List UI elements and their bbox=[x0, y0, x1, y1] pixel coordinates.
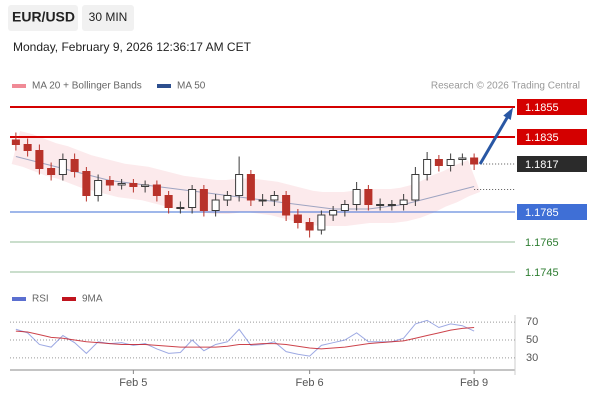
candle-body bbox=[105, 180, 114, 186]
candle-body bbox=[176, 207, 185, 209]
candle-body bbox=[470, 157, 479, 165]
candle-body bbox=[305, 222, 314, 231]
candle-body bbox=[152, 184, 161, 196]
candle-body bbox=[376, 204, 385, 206]
legend-swatch bbox=[12, 84, 26, 88]
candle-body bbox=[293, 214, 302, 223]
legend-swatch bbox=[62, 297, 76, 301]
level-badge bbox=[517, 129, 587, 145]
candle-body bbox=[117, 183, 126, 186]
x-tick-label: Feb 5 bbox=[119, 377, 147, 389]
candle-body bbox=[70, 159, 79, 172]
level-label: 1.1835 bbox=[525, 132, 559, 144]
candle-body bbox=[94, 180, 103, 196]
candle-body bbox=[82, 171, 91, 196]
datetime: Monday, February 9, 2026 12:36:17 AM CET bbox=[13, 40, 252, 54]
candle-body bbox=[411, 174, 420, 201]
forecast-arrow-head bbox=[503, 107, 514, 120]
legend-label: MA 20 + Bollinger Bands bbox=[32, 81, 142, 92]
candle-body bbox=[246, 174, 255, 201]
candle-body bbox=[352, 189, 361, 205]
level-label: 1.1855 bbox=[525, 102, 559, 114]
candle-body bbox=[364, 189, 373, 205]
candle-body bbox=[141, 184, 150, 187]
x-tick-label: Feb 9 bbox=[460, 377, 488, 389]
candle-body bbox=[434, 159, 443, 166]
symbol-badge bbox=[8, 5, 78, 31]
candle-body bbox=[270, 195, 279, 201]
last-price-label: 1.1817 bbox=[525, 159, 559, 171]
level-label: 1.1785 bbox=[525, 207, 559, 219]
symbol: EUR/USD bbox=[12, 9, 75, 25]
copyright: Research © 2026 Trading Central bbox=[431, 81, 580, 92]
candle-body bbox=[387, 204, 396, 206]
candle-body bbox=[446, 159, 455, 166]
legend-swatch bbox=[12, 297, 26, 301]
candle-body bbox=[35, 150, 44, 169]
rsi-tick-label: 50 bbox=[526, 334, 538, 346]
level-badge bbox=[517, 204, 587, 220]
candle-body bbox=[188, 189, 197, 208]
interval-badge bbox=[82, 5, 134, 31]
candle-body bbox=[235, 174, 244, 196]
candle-body bbox=[340, 204, 349, 211]
rsi-line bbox=[15, 319, 475, 357]
candle-body bbox=[317, 214, 326, 231]
rsi-line bbox=[15, 327, 475, 350]
level-label: 1.1745 bbox=[525, 267, 559, 279]
ma50-line bbox=[15, 156, 475, 210]
candle-body bbox=[23, 144, 32, 151]
candle-body bbox=[458, 157, 467, 160]
candle-body bbox=[423, 159, 432, 175]
legend-label: 9MA bbox=[82, 294, 103, 305]
legend-label: MA 50 bbox=[177, 81, 206, 92]
candle-body bbox=[58, 159, 67, 175]
candle-body bbox=[258, 199, 267, 202]
last-price-badge bbox=[517, 156, 587, 172]
legend-label: RSI bbox=[32, 294, 49, 305]
candle-body bbox=[199, 189, 208, 211]
candle-body bbox=[11, 139, 20, 145]
rsi-tick-label: 70 bbox=[526, 316, 538, 328]
rsi-tick-label: 30 bbox=[526, 352, 538, 364]
candle-body bbox=[129, 183, 138, 187]
legend-swatch bbox=[157, 84, 171, 88]
candle-body bbox=[329, 210, 338, 216]
candle-body bbox=[223, 195, 232, 201]
candle-body bbox=[47, 168, 56, 175]
x-tick-label: Feb 6 bbox=[296, 377, 324, 389]
forecast-arrow bbox=[478, 110, 513, 165]
candle-body bbox=[282, 195, 291, 216]
level-label: 1.1765 bbox=[525, 237, 559, 249]
interval: 30 MIN bbox=[89, 10, 128, 24]
candle-body bbox=[399, 199, 408, 205]
candle-body bbox=[164, 195, 173, 208]
level-badge bbox=[517, 99, 587, 115]
candle-body bbox=[211, 199, 220, 211]
ma20-band bbox=[10, 131, 481, 226]
